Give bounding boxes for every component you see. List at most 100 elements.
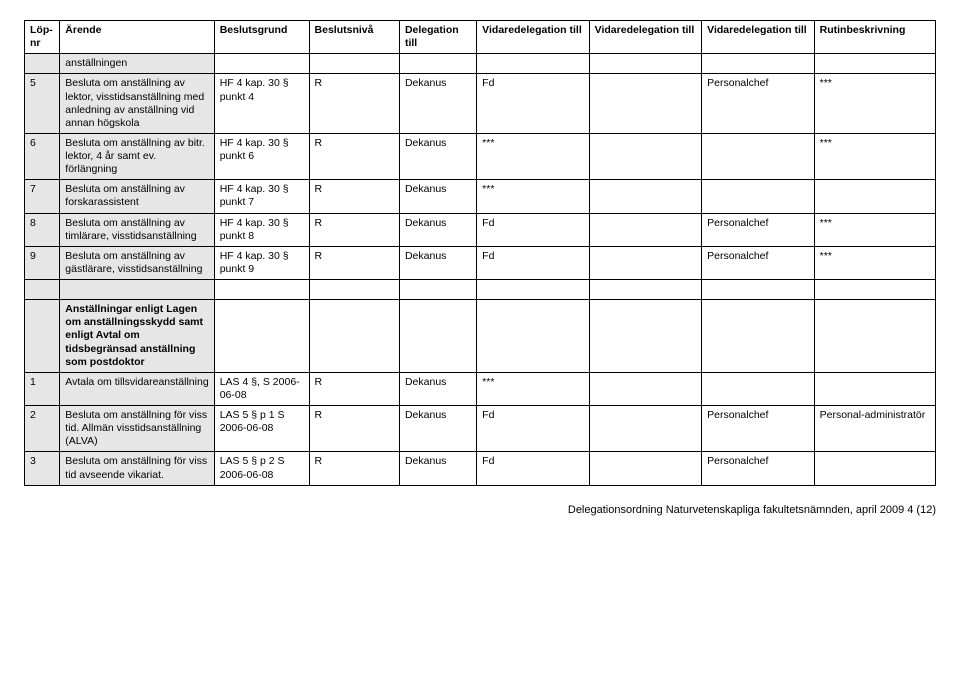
cell-v1: *** bbox=[477, 372, 589, 405]
cell-grund: HF 4 kap. 30 § punkt 7 bbox=[214, 180, 309, 213]
cell-arende: Besluta om anställning av forskarassiste… bbox=[60, 180, 214, 213]
cell-v3 bbox=[702, 280, 814, 300]
cell-v1 bbox=[477, 300, 589, 373]
cell-v2 bbox=[589, 180, 701, 213]
cell-v3 bbox=[702, 54, 814, 74]
cell-rutin bbox=[814, 54, 935, 74]
cell-rutin bbox=[814, 452, 935, 485]
cell-v2 bbox=[589, 452, 701, 485]
cell-lop: 9 bbox=[25, 246, 60, 279]
cell-rutin: *** bbox=[814, 74, 935, 134]
cell-v3 bbox=[702, 300, 814, 373]
col-delegation: Delegation till bbox=[399, 21, 476, 54]
cell-v3 bbox=[702, 180, 814, 213]
cell-rutin bbox=[814, 280, 935, 300]
cell-v1: *** bbox=[477, 180, 589, 213]
cell-lop: 3 bbox=[25, 452, 60, 485]
cell-del: Dekanus bbox=[399, 74, 476, 134]
cell-arende: Besluta om anställning för viss tid. All… bbox=[60, 406, 214, 452]
table-row: Anställningar enligt Lagen om anställnin… bbox=[25, 300, 936, 373]
table-row: 9Besluta om anställning av gästlärare, v… bbox=[25, 246, 936, 279]
cell-v2 bbox=[589, 406, 701, 452]
cell-rutin bbox=[814, 300, 935, 373]
cell-lop: 8 bbox=[25, 213, 60, 246]
delegation-table: Löp- nr Ärende Beslutsgrund Beslutsnivå … bbox=[24, 20, 936, 486]
table-row: 8Besluta om anställning av timlärare, vi… bbox=[25, 213, 936, 246]
cell-niva: R bbox=[309, 452, 399, 485]
cell-v2 bbox=[589, 133, 701, 179]
cell-lop: 7 bbox=[25, 180, 60, 213]
cell-rutin bbox=[814, 180, 935, 213]
cell-arende: Besluta om anställning av bitr. lektor, … bbox=[60, 133, 214, 179]
cell-del: Dekanus bbox=[399, 452, 476, 485]
table-row: 2Besluta om anställning för viss tid. Al… bbox=[25, 406, 936, 452]
col-lopnr: Löp- nr bbox=[25, 21, 60, 54]
cell-v3 bbox=[702, 372, 814, 405]
table-row: 3Besluta om anställning för viss tid avs… bbox=[25, 452, 936, 485]
cell-del: Dekanus bbox=[399, 406, 476, 452]
cell-v3 bbox=[702, 133, 814, 179]
cell-grund: HF 4 kap. 30 § punkt 8 bbox=[214, 213, 309, 246]
cell-grund bbox=[214, 54, 309, 74]
cell-niva: R bbox=[309, 213, 399, 246]
cell-v1: Fd bbox=[477, 213, 589, 246]
cell-lop bbox=[25, 54, 60, 74]
cell-grund: HF 4 kap. 30 § punkt 6 bbox=[214, 133, 309, 179]
cell-del: Dekanus bbox=[399, 180, 476, 213]
cell-lop: 2 bbox=[25, 406, 60, 452]
col-vidare1: Vidaredelegation till bbox=[477, 21, 589, 54]
cell-v1 bbox=[477, 280, 589, 300]
cell-v2 bbox=[589, 74, 701, 134]
cell-arende: Besluta om anställning av lektor, vissti… bbox=[60, 74, 214, 134]
col-vidare2: Vidaredelegation till bbox=[589, 21, 701, 54]
col-niva: Beslutsnivå bbox=[309, 21, 399, 54]
table-row: 5Besluta om anställning av lektor, visst… bbox=[25, 74, 936, 134]
page-footer: Delegationsordning Naturvetenskapliga fa… bbox=[24, 504, 936, 516]
cell-v3: Personalchef bbox=[702, 74, 814, 134]
cell-arende: Avtala om tillsvidareanställning bbox=[60, 372, 214, 405]
col-arende: Ärende bbox=[60, 21, 214, 54]
cell-v3: Personalchef bbox=[702, 406, 814, 452]
cell-rutin: *** bbox=[814, 213, 935, 246]
cell-grund: LAS 4 §, S 2006-06-08 bbox=[214, 372, 309, 405]
cell-lop bbox=[25, 300, 60, 373]
cell-niva bbox=[309, 280, 399, 300]
cell-niva: R bbox=[309, 406, 399, 452]
table-row: 1Avtala om tillsvidareanställningLAS 4 §… bbox=[25, 372, 936, 405]
cell-arende: Besluta om anställning för viss tid avse… bbox=[60, 452, 214, 485]
cell-niva: R bbox=[309, 180, 399, 213]
cell-niva bbox=[309, 300, 399, 373]
cell-del bbox=[399, 300, 476, 373]
cell-arende: Anställningar enligt Lagen om anställnin… bbox=[60, 300, 214, 373]
cell-v2 bbox=[589, 280, 701, 300]
col-grund: Beslutsgrund bbox=[214, 21, 309, 54]
cell-v2 bbox=[589, 372, 701, 405]
cell-v1: Fd bbox=[477, 246, 589, 279]
cell-grund: HF 4 kap. 30 § punkt 9 bbox=[214, 246, 309, 279]
cell-niva: R bbox=[309, 246, 399, 279]
cell-grund: LAS 5 § p 2 S 2006-06-08 bbox=[214, 452, 309, 485]
cell-niva: R bbox=[309, 74, 399, 134]
cell-niva: R bbox=[309, 133, 399, 179]
cell-v3: Personalchef bbox=[702, 213, 814, 246]
cell-rutin: Personal-administratör bbox=[814, 406, 935, 452]
cell-lop: 1 bbox=[25, 372, 60, 405]
table-row: anställningen bbox=[25, 54, 936, 74]
cell-v1 bbox=[477, 54, 589, 74]
cell-del bbox=[399, 280, 476, 300]
cell-arende: Besluta om anställning av timlärare, vis… bbox=[60, 213, 214, 246]
cell-del: Dekanus bbox=[399, 213, 476, 246]
cell-rutin bbox=[814, 372, 935, 405]
cell-del: Dekanus bbox=[399, 372, 476, 405]
cell-v2 bbox=[589, 246, 701, 279]
cell-v1: *** bbox=[477, 133, 589, 179]
cell-v2 bbox=[589, 54, 701, 74]
table-row: 7Besluta om anställning av forskarassist… bbox=[25, 180, 936, 213]
cell-v3: Personalchef bbox=[702, 246, 814, 279]
cell-grund bbox=[214, 300, 309, 373]
cell-del: Dekanus bbox=[399, 133, 476, 179]
cell-del: Dekanus bbox=[399, 246, 476, 279]
col-vidare3: Vidaredelegation till bbox=[702, 21, 814, 54]
cell-rutin: *** bbox=[814, 246, 935, 279]
table-header-row: Löp- nr Ärende Beslutsgrund Beslutsnivå … bbox=[25, 21, 936, 54]
